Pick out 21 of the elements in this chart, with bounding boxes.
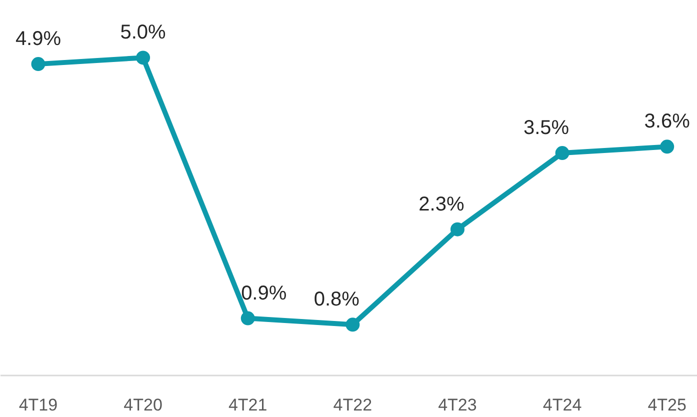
x-tick-label: 4T21 xyxy=(228,396,268,414)
x-tick-label: 4T25 xyxy=(648,396,686,414)
point xyxy=(240,311,255,326)
x-tick-label: 4T22 xyxy=(333,396,372,414)
point xyxy=(555,146,570,160)
point xyxy=(136,50,150,65)
point xyxy=(346,318,360,332)
data-label: 3.6% xyxy=(644,110,690,133)
data-label: 0.9% xyxy=(241,282,287,304)
data-label: 0.8% xyxy=(314,288,360,311)
data-label: 3.5% xyxy=(524,117,570,140)
point xyxy=(31,57,46,72)
data-label: 2.3% xyxy=(418,193,464,216)
data-label: 4.9% xyxy=(15,28,62,50)
x-tick-label: 4T24 xyxy=(542,396,582,414)
x-tick-label: 4T20 xyxy=(124,396,162,414)
point xyxy=(450,222,464,236)
x-tick-label: 4T19 xyxy=(18,396,58,414)
point xyxy=(660,140,674,154)
data-label: 5.0% xyxy=(120,22,166,44)
x-tick-label: 4T23 xyxy=(438,396,477,414)
